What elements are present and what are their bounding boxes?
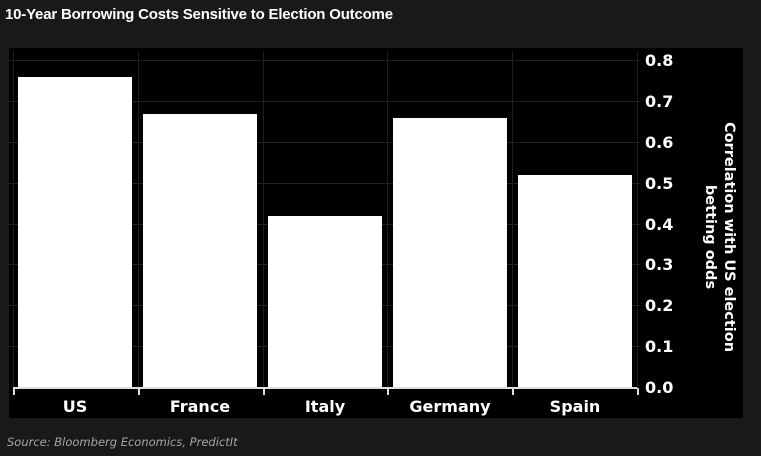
y-tick-label: 0.2 xyxy=(645,296,674,315)
x-axis-tick xyxy=(512,388,514,395)
x-axis-tick xyxy=(637,388,639,395)
y-tick-label: 0.7 xyxy=(645,92,674,111)
y-tick-label: 0.8 xyxy=(645,51,674,70)
gridline-vertical xyxy=(138,52,139,388)
y-axis-title-line2: betting odds xyxy=(702,184,718,290)
gridline-horizontal xyxy=(9,60,640,61)
source-attribution: Source: Bloomberg Economics, PredictIt xyxy=(7,435,238,449)
x-axis-line xyxy=(13,387,637,389)
y-tick-label: 0.3 xyxy=(645,255,674,274)
x-axis-tick xyxy=(263,388,265,395)
x-axis-tick xyxy=(13,388,15,395)
bar-germany xyxy=(393,118,507,388)
gridline-vertical xyxy=(13,52,14,388)
y-tick-label: 0.0 xyxy=(645,378,674,397)
x-tick-label-france: France xyxy=(169,397,231,416)
x-tick-label-spain: Spain xyxy=(549,397,601,416)
gridline-horizontal xyxy=(9,101,640,102)
bar-spain xyxy=(518,175,632,388)
y-tick-label: 0.4 xyxy=(645,215,674,234)
y-axis-title-line1: Correlation with US election xyxy=(721,121,737,353)
y-tick-label: 0.1 xyxy=(645,337,674,356)
bar-us xyxy=(18,77,132,388)
chart-title: 10-Year Borrowing Costs Sensitive to Ele… xyxy=(5,6,393,23)
x-tick-label-us: US xyxy=(62,397,88,416)
gridline-horizontal xyxy=(9,183,640,184)
bar-italy xyxy=(268,216,382,388)
gridline-vertical xyxy=(512,52,513,388)
x-axis-tick xyxy=(138,388,140,395)
y-axis-title: Correlation with US election betting odd… xyxy=(700,77,738,397)
x-axis-tick xyxy=(387,388,389,395)
y-tick-label: 0.6 xyxy=(645,133,674,152)
x-tick-label-italy: Italy xyxy=(304,397,346,416)
gridline-horizontal xyxy=(9,142,640,143)
gridline-vertical xyxy=(263,52,264,388)
y-tick-label: 0.5 xyxy=(645,174,674,193)
gridline-vertical xyxy=(387,52,388,388)
x-tick-label-germany: Germany xyxy=(409,397,491,416)
gridline-vertical xyxy=(637,52,638,388)
bar-france xyxy=(143,114,257,388)
